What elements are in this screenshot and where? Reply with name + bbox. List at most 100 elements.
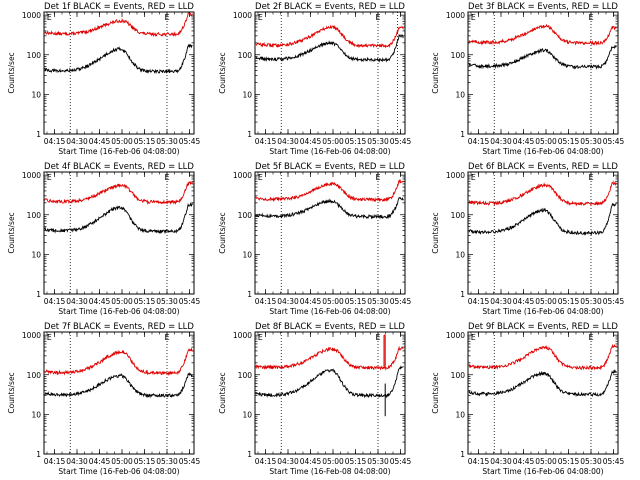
panel-title: Det 6f BLACK = Events, RED = LLD — [468, 162, 618, 172]
x-tick-label: 04:45 — [513, 297, 535, 306]
y-tick-label: 1000 — [446, 171, 465, 180]
y-tick-label: 1 — [36, 290, 41, 299]
y-tick-label: 1000 — [446, 11, 465, 20]
x-tick-label: 05:30 — [367, 137, 389, 146]
x-tick-label: 04:30 — [490, 297, 512, 306]
panel-title: Det 1f BLACK = Events, RED = LLD — [44, 2, 194, 12]
series-events — [468, 202, 617, 236]
y-tick-label: 10 — [31, 410, 41, 419]
x-tick-label: 05:00 — [535, 457, 557, 466]
panel-det-7: Det 7f BLACK = Events, RED = LLD 1 10 100 10… — [7, 322, 201, 476]
y-tick-label: 100 — [451, 51, 466, 60]
series-events — [255, 33, 404, 63]
panel-title: Det 7f BLACK = Events, RED = LLD — [44, 322, 194, 332]
plot-frame — [467, 331, 619, 455]
y-tick-label: 1 — [247, 290, 252, 299]
y-tick-label: 1000 — [233, 11, 252, 20]
panel-title: Det 2f BLACK = Events, RED = LLD — [255, 2, 405, 12]
x-axis-label: Start Time (16-Feb-08 04:08:00) — [269, 467, 390, 476]
series-lld — [255, 24, 404, 49]
y-axis-label: Counts/sec — [218, 52, 227, 93]
y-tick-label: 10 — [242, 410, 252, 419]
series-lld — [468, 343, 617, 371]
marker-label-right: E — [375, 333, 380, 342]
y-tick-label: 1 — [460, 450, 465, 459]
y-tick-label: 100 — [238, 211, 253, 220]
y-tick-label: 1000 — [22, 331, 41, 340]
x-tick-label: 05:00 — [322, 137, 344, 146]
y-tick-label: 10 — [455, 410, 465, 419]
y-tick-label: 10 — [31, 90, 41, 99]
panel-det-4: Det 4f BLACK = Events, RED = LLD 1 10 100 10… — [7, 162, 201, 316]
series-lld — [255, 345, 404, 371]
x-tick-label: 04:15 — [255, 457, 277, 466]
plot-frame — [254, 11, 406, 135]
x-tick-label: 04:45 — [300, 297, 322, 306]
panel-det-3: Det 3f BLACK = Events, RED = LLD 1 10 100 10… — [431, 2, 625, 156]
series-lld — [44, 347, 193, 376]
plot-frame — [254, 171, 406, 295]
y-tick-label: 1 — [247, 450, 252, 459]
panel-det-1: Det 1f BLACK = Events, RED = LLD 1 10 100 10… — [7, 2, 201, 156]
y-axis-label: Counts/sec — [7, 372, 16, 413]
panel-title: Det 8f BLACK = Events, RED = LLD — [255, 322, 405, 332]
x-tick-label: 05:30 — [156, 297, 178, 306]
x-tick-label: 05:30 — [367, 457, 389, 466]
x-tick-label: 05:45 — [603, 297, 625, 306]
marker-label-left: E — [258, 333, 263, 342]
x-tick-label: 05:30 — [580, 457, 602, 466]
x-tick-label: 05:30 — [156, 137, 178, 146]
x-tick-label: 05:15 — [134, 137, 156, 146]
x-tick-label: 04:15 — [255, 297, 277, 306]
x-tick-label: 05:45 — [179, 457, 201, 466]
x-tick-label: 04:45 — [89, 457, 111, 466]
plot-frame — [43, 331, 195, 455]
y-axis-label: Counts/sec — [431, 52, 440, 93]
x-tick-label: 05:00 — [322, 457, 344, 466]
plot-frame — [467, 171, 619, 295]
x-tick-label: 05:00 — [111, 297, 133, 306]
x-tick-label: 04:30 — [277, 297, 299, 306]
marker-label-right: E — [588, 13, 593, 22]
x-tick-label: 05:45 — [179, 137, 201, 146]
x-tick-label: 05:00 — [111, 457, 133, 466]
panel-title: Det 4f BLACK = Events, RED = LLD — [44, 162, 194, 172]
x-tick-label: 05:30 — [580, 297, 602, 306]
x-tick-label: 04:45 — [513, 137, 535, 146]
series-lld — [468, 23, 617, 46]
x-tick-label: 04:15 — [468, 457, 490, 466]
x-tick-label: 05:45 — [390, 297, 412, 306]
x-axis-label: Start Time (16-Feb-06 04:08:00) — [58, 467, 179, 476]
marker-label-right: E — [164, 13, 169, 22]
plot-frame — [467, 11, 619, 135]
y-tick-label: 1000 — [446, 331, 465, 340]
x-tick-label: 05:45 — [603, 457, 625, 466]
panel-det-2: Det 2f BLACK = Events, RED = LLD 1 10 100 10… — [218, 2, 412, 156]
series-events — [255, 365, 404, 399]
x-tick-label: 04:15 — [255, 137, 277, 146]
y-tick-label: 100 — [238, 51, 253, 60]
panel-title: Det 3f BLACK = Events, RED = LLD — [468, 2, 618, 12]
x-tick-label: 05:30 — [580, 137, 602, 146]
y-tick-label: 100 — [451, 211, 466, 220]
x-tick-label: 04:15 — [44, 457, 66, 466]
y-axis-label: Counts/sec — [7, 52, 16, 93]
panel-det-5: Det 5f BLACK = Events, RED = LLD 1 10 100 10… — [218, 162, 412, 316]
x-tick-label: 05:45 — [603, 137, 625, 146]
x-tick-label: 04:30 — [277, 457, 299, 466]
y-axis-label: Counts/sec — [7, 212, 16, 253]
series-events — [468, 369, 617, 398]
x-tick-label: 04:30 — [490, 457, 512, 466]
marker-label-right: E — [164, 333, 169, 342]
series-lld — [44, 181, 193, 205]
x-tick-label: 05:15 — [134, 297, 156, 306]
x-tick-label: 04:30 — [66, 457, 88, 466]
x-tick-label: 04:15 — [468, 297, 490, 306]
plot-frame — [43, 171, 195, 295]
marker-label-right: E — [588, 173, 593, 182]
marker-label-left: E — [47, 13, 52, 22]
marker-label-right: E — [375, 13, 380, 22]
panel-det-9: Det 9f BLACK = Events, RED = LLD 1 10 100 10… — [431, 322, 625, 476]
marker-label-left: E — [258, 173, 263, 182]
